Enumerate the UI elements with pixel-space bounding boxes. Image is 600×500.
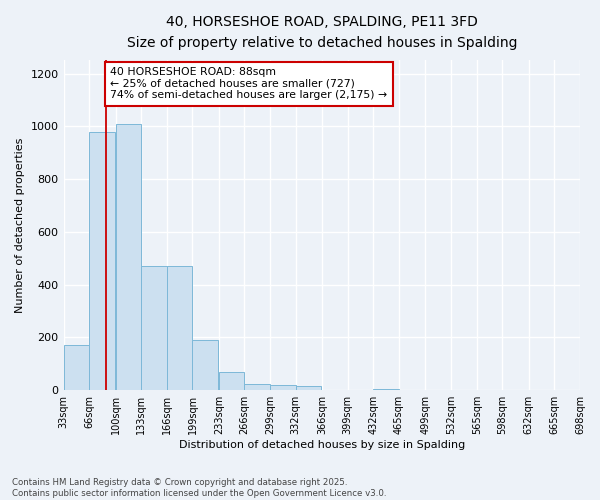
Bar: [193, 340, 218, 390]
Bar: [296, 386, 322, 390]
Bar: [270, 385, 296, 390]
Title: 40, HORSESHOE ROAD, SPALDING, PE11 3FD
Size of property relative to detached hou: 40, HORSESHOE ROAD, SPALDING, PE11 3FD S…: [127, 15, 517, 50]
Bar: [167, 266, 193, 390]
Text: Contains HM Land Registry data © Crown copyright and database right 2025.
Contai: Contains HM Land Registry data © Crown c…: [12, 478, 386, 498]
X-axis label: Distribution of detached houses by size in Spalding: Distribution of detached houses by size …: [179, 440, 465, 450]
Bar: [89, 132, 115, 390]
Bar: [116, 124, 141, 390]
Y-axis label: Number of detached properties: Number of detached properties: [15, 138, 25, 313]
Bar: [244, 384, 270, 390]
Bar: [64, 346, 89, 390]
Bar: [373, 389, 399, 390]
Text: 40 HORSESHOE ROAD: 88sqm
← 25% of detached houses are smaller (727)
74% of semi-: 40 HORSESHOE ROAD: 88sqm ← 25% of detach…: [110, 67, 387, 100]
Bar: [141, 266, 167, 390]
Bar: [219, 372, 244, 390]
